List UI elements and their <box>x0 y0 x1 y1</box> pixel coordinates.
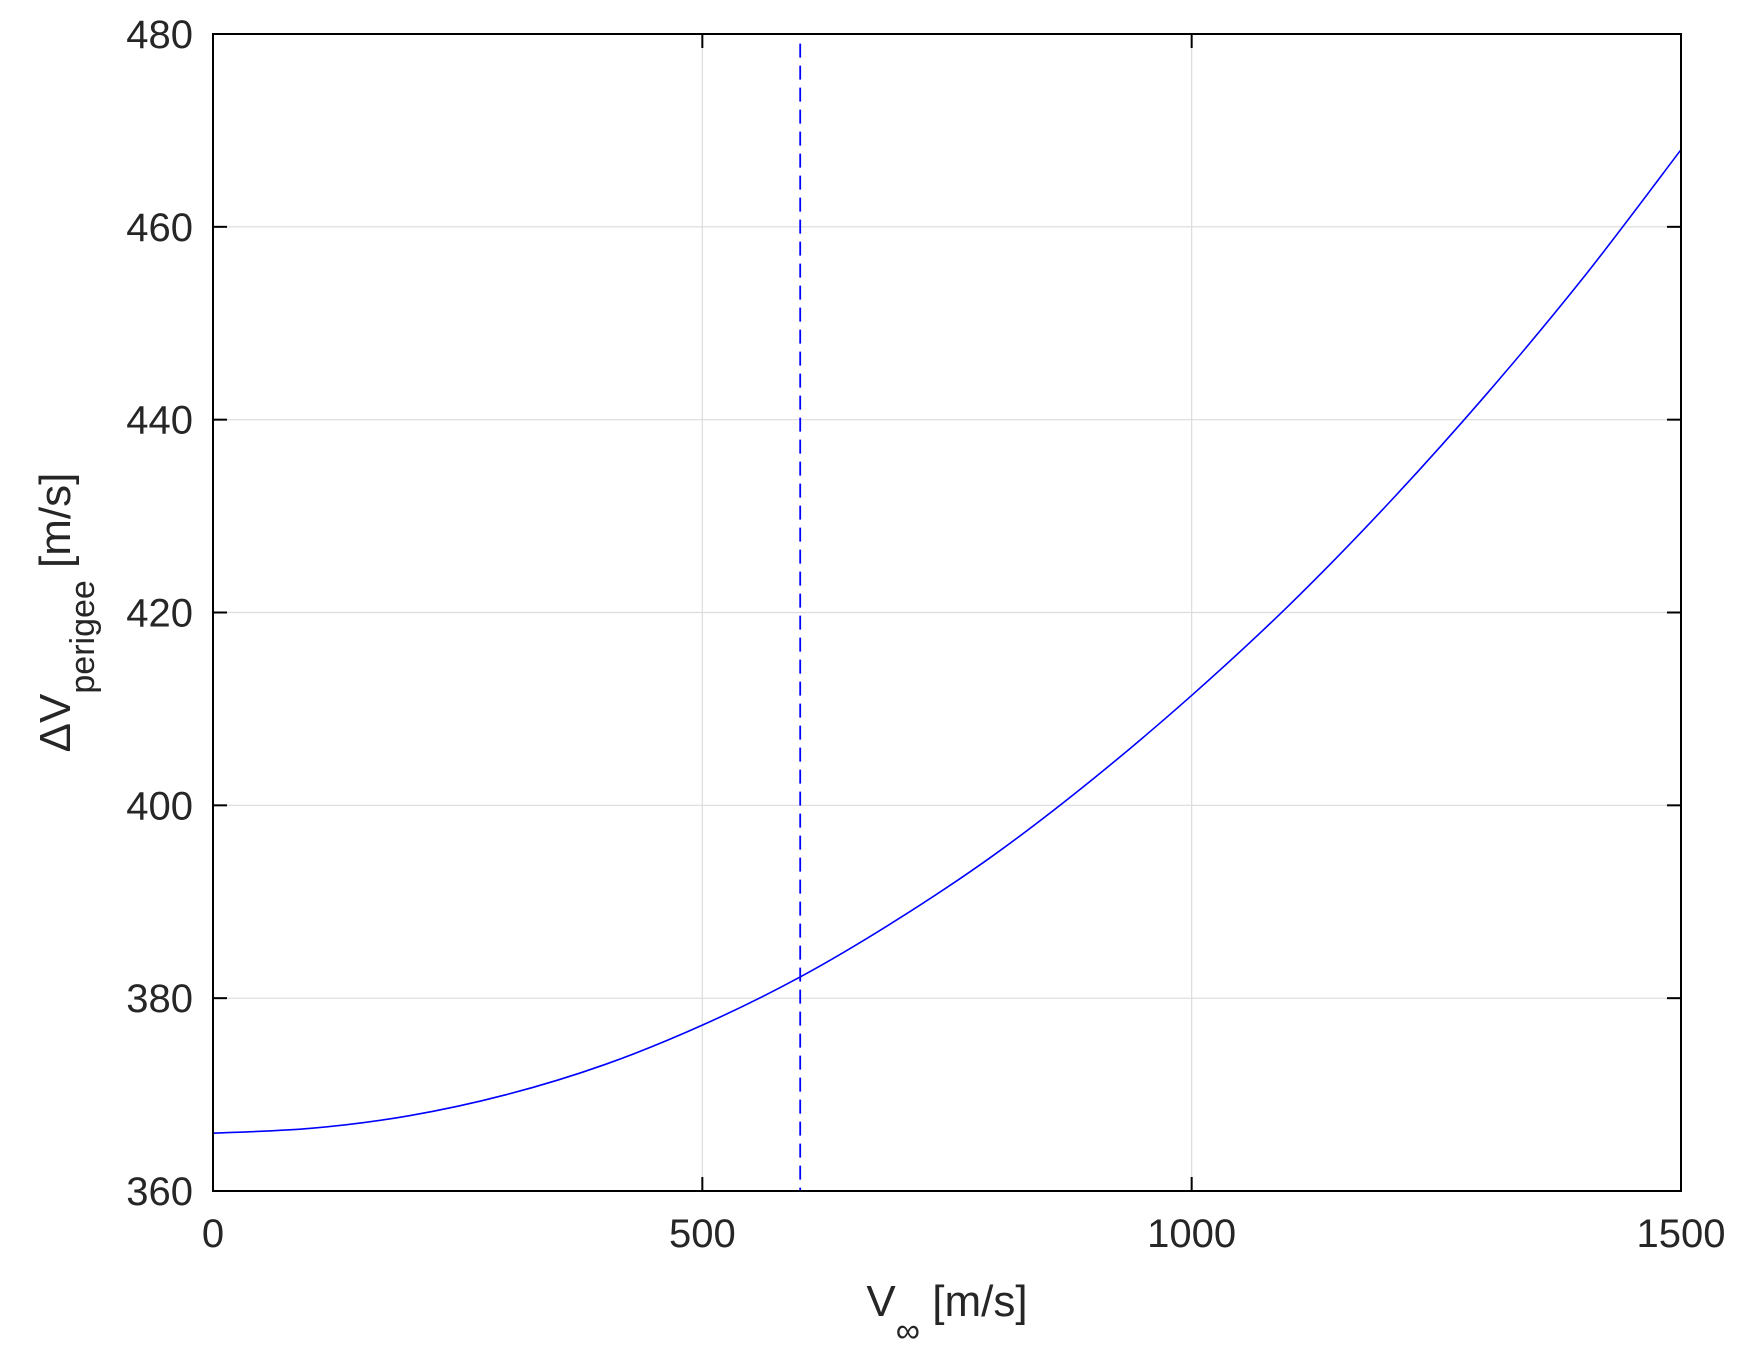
x-tick-label: 500 <box>669 1212 736 1256</box>
y-tick-label: 480 <box>126 13 193 57</box>
y-tick-label: 460 <box>126 206 193 250</box>
x-tick-label: 1000 <box>1147 1212 1236 1256</box>
x-axis-label-unit: [m/s] <box>920 1277 1028 1326</box>
y-tick-label: 400 <box>126 784 193 828</box>
y-tick-label: 380 <box>126 977 193 1021</box>
y-axis-label: ΔVperigee [m/s] <box>31 473 102 753</box>
x-axis-label-main: V <box>866 1277 896 1326</box>
axis-ticks <box>212 33 1682 1192</box>
y-axis-label-unit: [m/s] <box>31 473 80 581</box>
y-axis-label-sub: perigee <box>64 580 102 693</box>
series-line-0 <box>212 149 1682 1134</box>
y-tick-label: 360 <box>126 1170 193 1214</box>
y-axis-label-main: ΔV <box>31 693 80 752</box>
x-tick-label: 0 <box>202 1212 224 1256</box>
x-tick-label: 1500 <box>1637 1212 1726 1256</box>
x-axis-label-sub: ∞ <box>896 1312 920 1350</box>
axis-labels: 0 500 1000 1500 360 380 400 420 440 460 480 V∞ [m/s… <box>31 13 1725 1350</box>
y-tick-label: 420 <box>126 592 193 636</box>
y-tick-label: 440 <box>126 399 193 443</box>
x-axis-label: V∞ [m/s] <box>866 1277 1027 1350</box>
plot-area <box>212 43 1682 1191</box>
grid <box>213 34 1681 1191</box>
